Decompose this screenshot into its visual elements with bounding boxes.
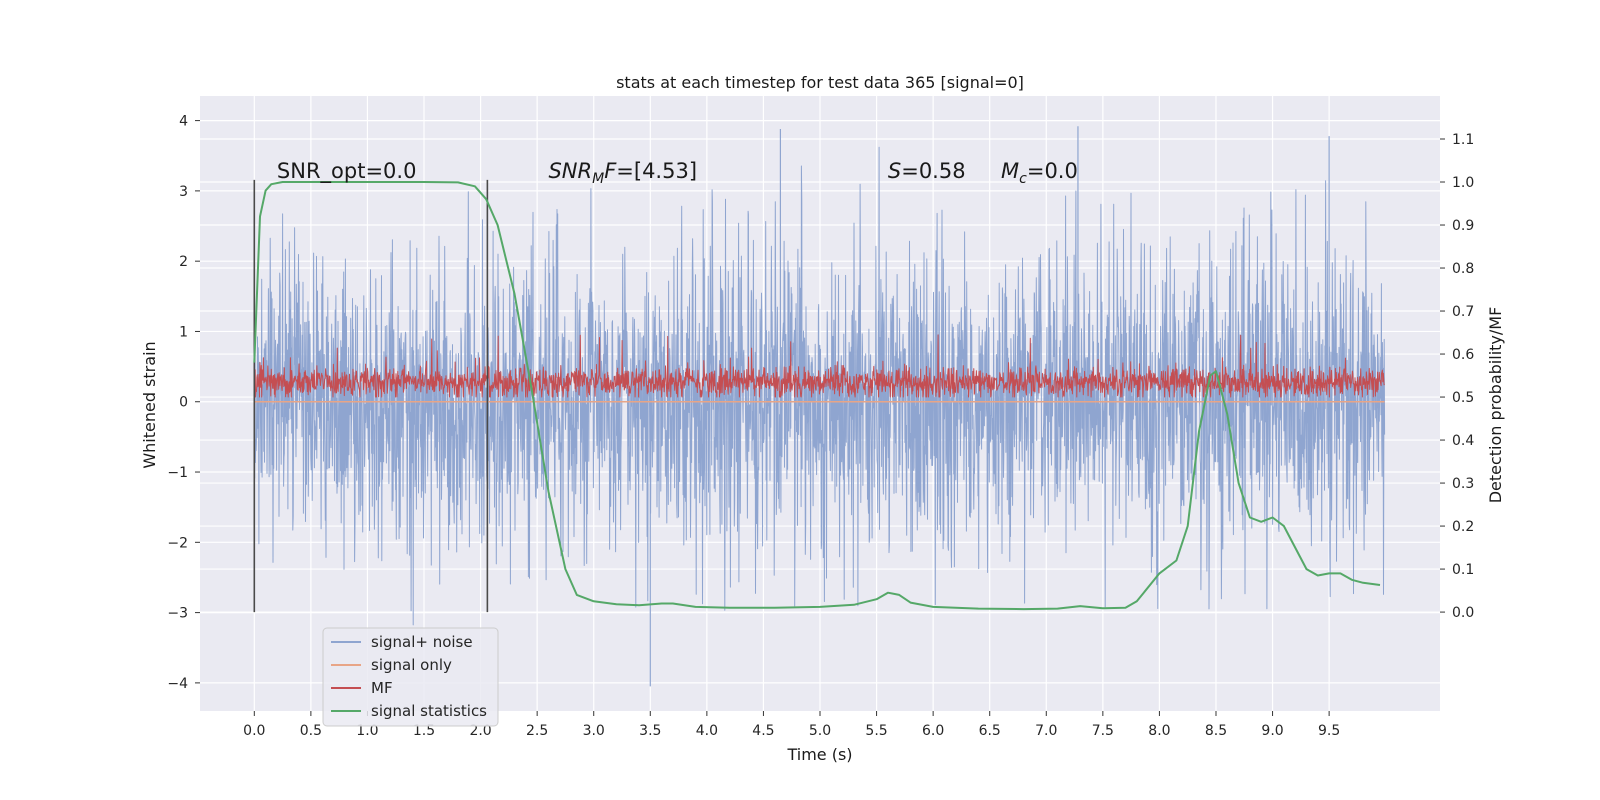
annotation-snrmf: SNRMF=[4.53] — [548, 159, 697, 187]
y-tick-label: 4 — [179, 114, 188, 130]
x-tick-label: 4.5 — [752, 723, 774, 739]
tick-labels: 0.0 0.5 1.0 1.5 2.0 2.5 3.0 3.5 4.0 4.5 5.0 5.5 6.0 6… — [167, 114, 1474, 739]
y-right-tick-label: 0.9 — [1452, 218, 1474, 234]
legend-box — [322, 627, 499, 727]
x-tick-label: 4.0 — [696, 723, 718, 739]
signal-statistics-series — [253, 181, 1381, 611]
y-right-tick-label: 0.0 — [1452, 605, 1474, 621]
y-axis-right-label: Detection probability/MF — [1486, 307, 1505, 504]
x-tick-label: 7.5 — [1092, 723, 1114, 739]
series-line — [253, 334, 1385, 398]
y-tick-label: 3 — [179, 184, 188, 200]
x-tick-label: 0.5 — [300, 723, 322, 739]
y-right-tick-label: 0.4 — [1452, 433, 1474, 449]
y-right-tick-label: 0.6 — [1452, 347, 1474, 363]
y-right-tick-label: 0.5 — [1452, 390, 1474, 406]
y-right-tick-label: 1.1 — [1452, 132, 1474, 148]
annotation-plain: SNR_opt=0.0 — [277, 159, 417, 184]
x-tick-label: 5.0 — [809, 723, 831, 739]
annotation-s: S=0.58 — [888, 159, 966, 183]
mf-series — [253, 334, 1385, 398]
x-tick-label: 9.5 — [1318, 723, 1340, 739]
x-tick-label: 0.0 — [243, 723, 265, 739]
x-tick-label: 3.5 — [639, 723, 661, 739]
y-tick-label: −3 — [167, 606, 188, 622]
legend-label: MF — [371, 679, 393, 697]
x-tick-label: 3.0 — [583, 723, 605, 739]
y-tick-label: 1 — [179, 324, 188, 340]
y-right-tick-label: 0.8 — [1452, 261, 1474, 277]
legend-label: signal only — [371, 656, 452, 674]
chart-title: stats at each timestep for test data 365… — [616, 73, 1024, 92]
y-tick-label: −1 — [167, 465, 188, 481]
annotation-mc: Mc=0.0 — [1001, 159, 1078, 187]
y-right-tick-label: 1.0 — [1452, 175, 1474, 191]
signal-statistics-line — [253, 181, 1381, 611]
y-right-tick-label: 0.1 — [1452, 562, 1474, 578]
x-tick-label: 5.5 — [865, 723, 887, 739]
annotations: SNR_opt=0.0 SNRMF=[4.53] S=0.58 Mc=0.0 — [277, 159, 1078, 187]
y-tick-label: −4 — [167, 676, 188, 692]
x-tick-label: 6.5 — [979, 723, 1001, 739]
legend: signal+ noise signal only MF signal statist… — [322, 627, 499, 727]
x-tick-label: 7.0 — [1035, 723, 1057, 739]
legend-label: signal statistics — [371, 702, 487, 720]
vertical-markers — [253, 179, 489, 613]
x-tick-label: 2.0 — [469, 723, 491, 739]
x-tick-label: 8.0 — [1148, 723, 1170, 739]
x-tick-label: 9.0 — [1261, 723, 1283, 739]
y-right-tick-label: 0.7 — [1452, 304, 1474, 320]
x-axis-label: Time (s) — [786, 745, 852, 764]
x-tick-label: 8.5 — [1205, 723, 1227, 739]
y-tick-label: −2 — [167, 535, 188, 551]
y-axis-label: Whitened strain — [140, 341, 159, 468]
x-tick-label: 1.0 — [356, 723, 378, 739]
x-tick-label: 1.5 — [413, 723, 435, 739]
y-tick-label: 0 — [179, 395, 188, 411]
y-tick-label: 2 — [179, 254, 188, 270]
y-right-tick-label: 0.2 — [1452, 519, 1474, 535]
legend-label: signal+ noise — [371, 633, 473, 651]
x-tick-label: 6.0 — [922, 723, 944, 739]
y-right-tick-label: 0.3 — [1452, 476, 1474, 492]
x-tick-label: 2.5 — [526, 723, 548, 739]
